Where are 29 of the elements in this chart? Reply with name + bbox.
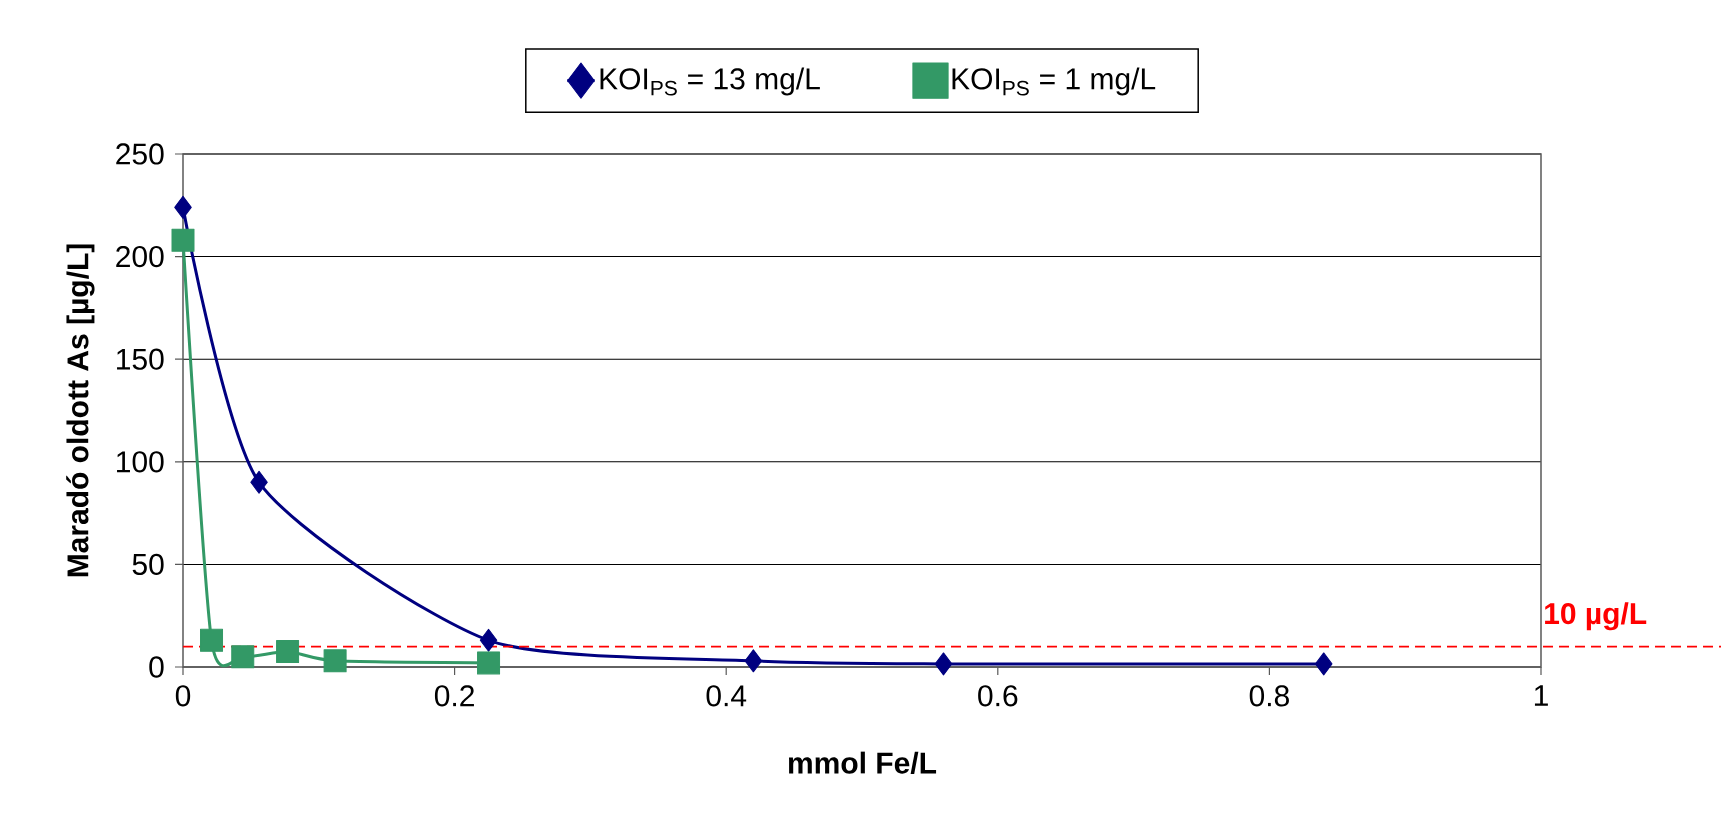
point — [744, 649, 763, 673]
y-tick-label: 200 — [116, 245, 164, 268]
point — [276, 640, 300, 664]
x-axis-title: mmol Fe/L — [788, 751, 937, 774]
y-axis-title: Maradó oldott As [µg/L] — [66, 244, 95, 577]
point — [200, 628, 224, 652]
y-tick-label: 100 — [117, 451, 164, 473]
point — [477, 651, 501, 675]
x-tick-label: 0.4 — [706, 685, 747, 707]
x-tick-label: 0.8 — [1249, 685, 1289, 707]
x-tick-label: 0 — [175, 685, 191, 707]
y-tick-label: 0 — [149, 656, 164, 678]
point — [1314, 652, 1333, 676]
legend-label: KOI$_{PS}$ = 1 mg/L — [952, 67, 1156, 96]
x-tick-label: 0.2 — [434, 685, 474, 707]
x-tick-label: 1 — [1534, 685, 1548, 706]
y-tick-label: 150 — [117, 348, 164, 370]
x-tick-label: 0.6 — [978, 685, 1018, 707]
y-tick-label: 250 — [116, 143, 164, 165]
legend-label: KOI$_{PS}$ = 13 mg/L — [600, 67, 820, 96]
ref-line-label: 10 µg/L — [1545, 602, 1647, 631]
point — [171, 228, 195, 252]
point — [934, 652, 953, 676]
point — [174, 195, 192, 219]
point — [250, 470, 268, 494]
y-tick-label: 50 — [132, 553, 164, 576]
point — [323, 649, 347, 673]
point — [479, 628, 498, 652]
point — [231, 645, 255, 669]
